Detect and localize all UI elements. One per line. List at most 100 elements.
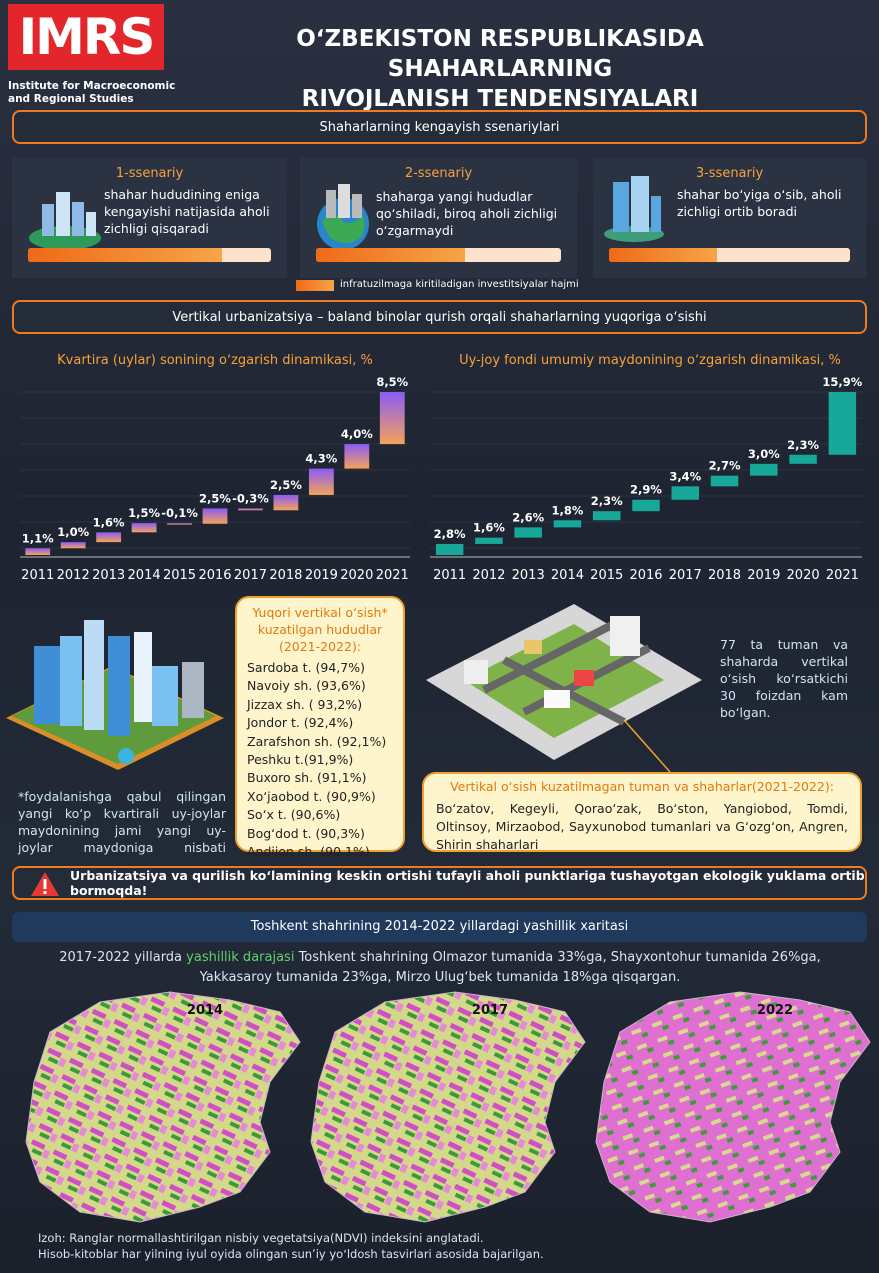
notes: Izoh: Ranglar normallashtirilgan nisbiy … xyxy=(38,1230,544,1262)
region-item: Xoʻjaobod t. (90,9%) xyxy=(247,788,376,804)
investment-fill xyxy=(316,248,466,262)
bar xyxy=(96,532,122,543)
charts: 1,1% 2011 1,0% 2012 1,6% 2013 1,5% 2014 -0,1% 201… xyxy=(20,375,863,583)
greenery-title: Toshkent shahrining 2014-2022 yillardagi… xyxy=(12,912,867,942)
value-label: 2,5% xyxy=(199,491,231,505)
region-item: Sardoba t. (94,7%) xyxy=(247,660,365,675)
value-label: 2,5% xyxy=(270,478,302,492)
value-label: 8,5% xyxy=(376,375,408,389)
footnote: *foydalanishga qabul qilingan yangi koʻp… xyxy=(18,789,226,855)
bar xyxy=(514,527,542,538)
x-tick-label: 2014 xyxy=(551,568,584,583)
x-tick-label: 2017 xyxy=(669,568,702,583)
bar xyxy=(710,475,739,487)
note: 77 ta tuman va shaharda vertikal oʻsish … xyxy=(720,637,848,720)
note-line: Hisob-kitoblar har yilning iyul oyida ol… xyxy=(38,1247,544,1261)
value-label: 1,0% xyxy=(57,525,89,539)
ndvi-map xyxy=(310,991,586,1223)
description-part: 2017-2022 yillarda xyxy=(59,950,187,965)
map-year: 2017 xyxy=(472,1003,508,1018)
bar xyxy=(308,468,334,495)
no-growth-title: Vertikal oʻsish kuzatilmagan tuman va sh… xyxy=(450,779,834,794)
bar xyxy=(671,486,700,500)
bar xyxy=(238,508,263,511)
value-label: 2,3% xyxy=(591,494,623,508)
city-illustration-part xyxy=(610,616,640,656)
chart-title: Uy-joy fondi umumiy maydonining oʻzgaris… xyxy=(459,353,841,368)
value-label: 15,9% xyxy=(822,375,862,389)
x-tick-label: 2015 xyxy=(590,568,623,583)
x-tick-label: 2013 xyxy=(92,568,125,583)
region-item: Buxoro sh. (91,1%) xyxy=(247,770,367,786)
value-label: 4,3% xyxy=(305,452,337,466)
greenery-description: 2017-2022 yillarda yashillik darajasi To… xyxy=(40,948,840,988)
warning-text: Urbanizatsiya va qurilish koʻlamining ke… xyxy=(70,868,865,898)
investment-bar xyxy=(28,248,271,262)
bar xyxy=(131,523,157,533)
bar xyxy=(167,523,192,525)
x-tick-label: 2020 xyxy=(787,568,820,583)
region-item: Andijon sh. (90,1%) xyxy=(247,844,370,860)
bar xyxy=(202,508,228,524)
value-label: 4,0% xyxy=(341,427,373,441)
warning: Urbanizatsiya va qurilish koʻlamining ke… xyxy=(12,866,867,900)
icon-part xyxy=(631,176,649,232)
description-highlight: yashillik darajasi xyxy=(186,950,295,965)
icon-part xyxy=(72,202,84,236)
icon xyxy=(604,176,664,242)
scenario-text: shahar hududining eniga kengayishi natij… xyxy=(104,187,270,236)
bar xyxy=(553,520,582,528)
top-regions-box: Yuqori vertikal oʻsish* kuzatilgan hudud… xyxy=(235,596,405,859)
city-illustration-part xyxy=(524,640,542,654)
legend-swatch xyxy=(296,280,334,291)
scenario-text: shaharga yangi hududlar qoʻshiladi, biro… xyxy=(376,189,558,238)
bar xyxy=(632,499,660,512)
scenario-card: 2-ssenariy shaharga yangi hududlar qoʻsh… xyxy=(300,158,577,278)
value-label: 2,8% xyxy=(434,527,466,541)
note-line: Izoh: Ranglar normallashtirilgan nisbiy … xyxy=(38,1231,484,1245)
top-regions-title: Yuqori vertikal oʻsish* kuzatilgan hudud… xyxy=(252,605,388,654)
x-tick-label: 2016 xyxy=(629,568,662,583)
warning-icon-part xyxy=(43,891,47,894)
region-item: Jondor t. (92,4%) xyxy=(247,715,354,731)
title-line: RIVOJLANISH TENDENSIYALARI xyxy=(301,86,699,112)
investment-bar xyxy=(316,248,561,262)
x-tick-label: 2011 xyxy=(433,568,466,583)
value-label: 1,6% xyxy=(473,521,505,535)
logo: IMRS xyxy=(8,4,164,70)
scenario-card: 1-ssenariy shahar hududining eniga kenga… xyxy=(12,158,287,278)
region-item: Navoiy sh. (93,6%) xyxy=(247,678,366,694)
icon-part xyxy=(322,215,365,243)
value-label: 2,3% xyxy=(787,438,819,452)
bar xyxy=(344,444,370,469)
value-label: 3,4% xyxy=(669,469,701,483)
x-tick-label: 2020 xyxy=(340,568,373,583)
buildings-illustration-part xyxy=(108,636,130,736)
investment-fill xyxy=(609,248,718,262)
x-tick-label: 2014 xyxy=(128,568,161,583)
icon xyxy=(317,184,369,250)
city-illustration-part xyxy=(464,660,488,684)
maps: 2014 2017 2022 xyxy=(25,991,871,1223)
buildings-illustration-part xyxy=(134,632,152,722)
no-growth-box: Vertikal oʻsish kuzatilmagan tuman va sh… xyxy=(422,772,862,852)
bar xyxy=(828,392,857,455)
icon xyxy=(29,192,101,250)
bar xyxy=(60,542,86,549)
value-label: 3,0% xyxy=(748,447,780,461)
region-item: Bogʻdod t. (90,3%) xyxy=(247,825,365,841)
buildings-illustration-part xyxy=(84,620,104,730)
ndvi-map xyxy=(595,991,871,1223)
section-heading: Shaharlarning kengayish ssenariylari xyxy=(12,110,867,144)
city-illustration-part xyxy=(574,670,594,686)
icon-part xyxy=(651,196,661,232)
map-year: 2014 xyxy=(187,1003,223,1018)
icon-part xyxy=(338,184,350,218)
city-illustration xyxy=(426,604,702,760)
region-item: Zarafshon sh. (92,1%) xyxy=(247,733,387,749)
value-label: 2,9% xyxy=(630,483,662,497)
value-label: -0,3% xyxy=(232,491,269,505)
icon-part xyxy=(352,194,362,218)
